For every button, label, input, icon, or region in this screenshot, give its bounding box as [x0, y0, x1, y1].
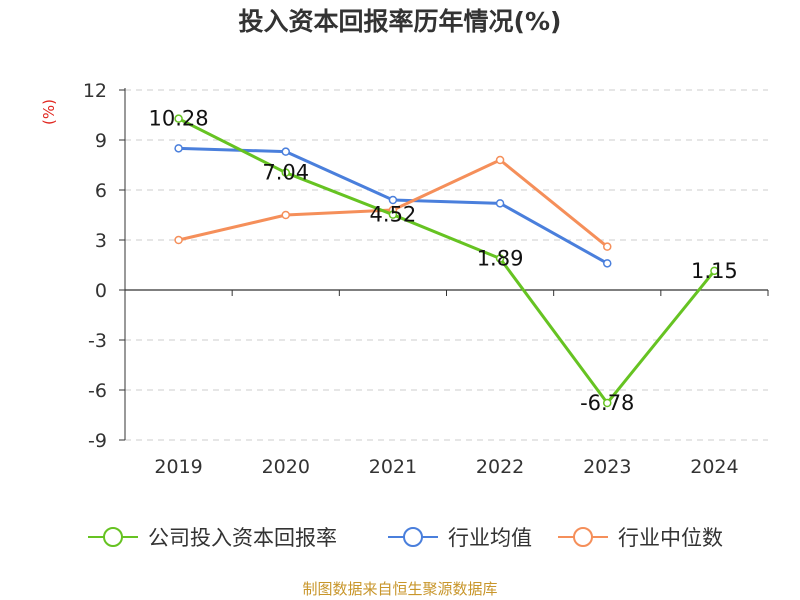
data-label: 7.04: [262, 161, 309, 185]
source-note: 制图数据来自恒生聚源数据库: [302, 580, 498, 598]
y-tick-label: 0: [95, 280, 107, 302]
data-point: [281, 210, 290, 220]
data-label: -6.78: [580, 391, 634, 415]
data-point: [281, 147, 290, 156]
y-tick-label: -3: [88, 330, 107, 352]
x-tick-label: 2023: [583, 456, 631, 478]
y-tick-label: 3: [95, 230, 107, 252]
data-point: [603, 259, 612, 268]
y-tick-label: -6: [88, 380, 107, 402]
legend-label: 行业均值: [448, 526, 532, 550]
x-tick-label: 2019: [154, 456, 202, 478]
data-point: [603, 398, 612, 408]
data-point: [495, 254, 505, 263]
y-tick-label: -9: [88, 430, 107, 452]
data-point: [495, 155, 505, 165]
data-point: [281, 168, 290, 177]
series-line: [177, 117, 716, 405]
data-point: [388, 195, 398, 205]
legend-marker: [403, 527, 423, 547]
data-label: 1.89: [477, 247, 524, 271]
data-label: 4.52: [370, 203, 417, 227]
y-tick-label: 9: [95, 130, 107, 152]
data-point: [174, 114, 183, 123]
legend-marker: [573, 527, 593, 547]
data-label: 1.15: [691, 259, 738, 283]
data-point: [603, 242, 612, 251]
y-tick-label: 6: [95, 180, 107, 202]
x-tick-label: 2021: [369, 456, 417, 478]
legend-label: 行业中位数: [618, 526, 723, 550]
x-tick-label: 2020: [262, 456, 310, 478]
data-point: [388, 210, 398, 219]
x-tick-label: 2022: [476, 456, 524, 478]
data-label: 10.28: [149, 107, 209, 131]
x-tick-label: 2024: [690, 456, 738, 478]
legend-label: 公司投入资本回报率: [148, 526, 337, 550]
data-point: [174, 235, 183, 245]
data-point: [710, 266, 719, 276]
data-point: [174, 144, 183, 153]
chart-title: 投入资本回报率历年情况(%): [238, 7, 562, 36]
data-point: [495, 199, 505, 208]
y-tick-label: 12: [83, 80, 107, 102]
legend-marker: [103, 527, 123, 547]
